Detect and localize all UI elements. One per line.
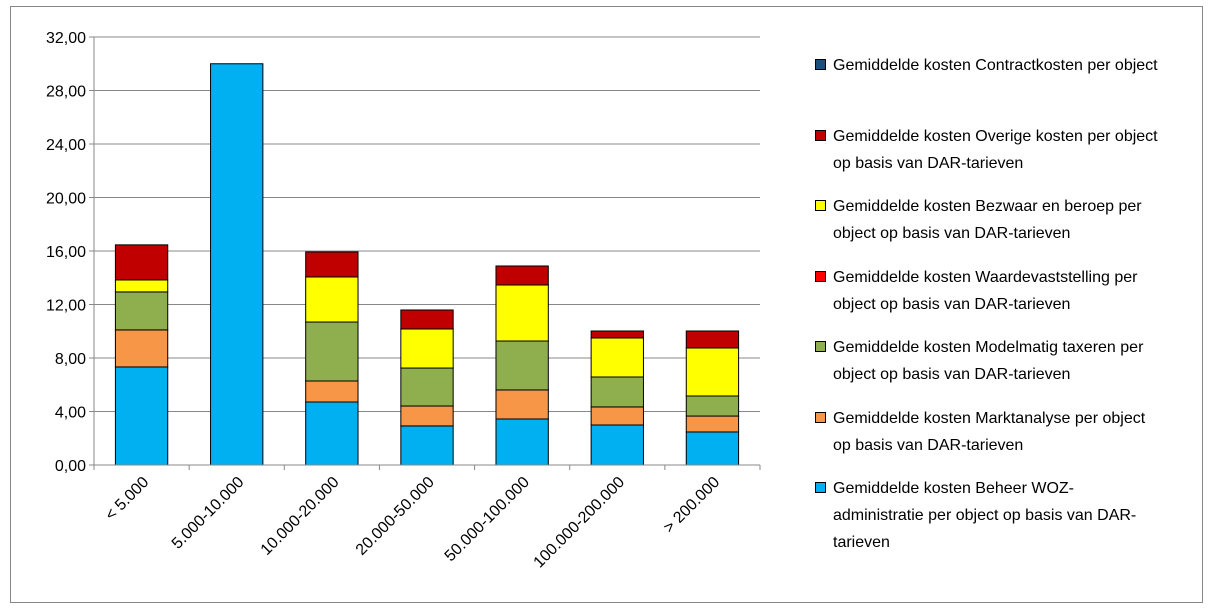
- legend-item: Gemiddelde kosten Overige kosten per obj…: [815, 123, 1175, 194]
- x-tick-label: > 200.000: [661, 474, 724, 537]
- bar-segment: [305, 401, 359, 466]
- y-tick-label: 4,00: [55, 405, 86, 422]
- y-tick-label: 0,00: [55, 458, 86, 475]
- bar-segment: [495, 340, 549, 391]
- bar-segment: [590, 376, 644, 408]
- y-tick-label: 20,00: [46, 191, 86, 208]
- bar-segment: [114, 244, 169, 281]
- legend-item: Gemiddelde kosten Beheer WOZ-administrat…: [815, 475, 1175, 551]
- chart-border: [10, 6, 1203, 603]
- legend-swatch: [815, 200, 826, 211]
- legend-label: Gemiddelde kosten Beheer WOZ-administrat…: [833, 480, 1137, 551]
- y-tick-label: 32,00: [46, 30, 86, 47]
- legend-swatch: [815, 270, 826, 282]
- bar-segment: [590, 330, 644, 339]
- y-tick-label: 12,00: [46, 298, 86, 315]
- bar-segment: [114, 279, 169, 293]
- bar-segment: [400, 367, 454, 407]
- legend-label: Gemiddelde kosten Waardevaststelling per…: [833, 268, 1138, 313]
- bar-segment: [685, 431, 740, 466]
- bar-segment: [114, 329, 169, 368]
- bar-segment: [685, 347, 740, 397]
- y-tick-label: 8,00: [55, 351, 86, 368]
- bar-segment: [590, 337, 644, 378]
- bar-segment: [400, 328, 454, 369]
- y-tick-label: 28,00: [46, 84, 86, 101]
- bar-segment: [305, 321, 359, 382]
- bar-segment: [114, 366, 169, 466]
- bar-segment: [685, 415, 740, 433]
- x-tick-label: 100.000-200.000: [531, 474, 629, 572]
- bar-segment: [495, 418, 549, 466]
- legend-item: Gemiddelde kosten Waardevaststelling per…: [815, 264, 1175, 335]
- legend-label: Gemiddelde kosten Modelmatig taxeren per…: [833, 339, 1144, 383]
- bar-segment: [210, 63, 264, 466]
- bar-segment: [590, 424, 644, 466]
- bar-segment: [305, 251, 359, 278]
- legend-swatch: [815, 129, 826, 141]
- y-tick-label: 24,00: [46, 137, 86, 154]
- legend-item: Gemiddelde kosten Bezwaar en beroep per …: [815, 193, 1175, 264]
- legend-swatch: [815, 59, 826, 70]
- legend-item: Gemiddelde kosten Modelmatig taxeren per…: [815, 334, 1175, 405]
- legend-swatch: [815, 341, 826, 352]
- bar-segment: [685, 330, 740, 349]
- y-tick-label: 16,00: [46, 244, 86, 261]
- legend-label: Gemiddelde kosten Overige kosten per obj…: [833, 127, 1158, 172]
- bar-segment: [305, 276, 359, 323]
- legend-swatch: [815, 411, 826, 423]
- bar-segment: [590, 406, 644, 426]
- legend-label: Gemiddelde kosten Contractkosten per obj…: [833, 57, 1158, 74]
- legend-label: Gemiddelde kosten Marktanalyse per objec…: [833, 409, 1146, 454]
- x-tick-label: 10.000-20.000: [258, 474, 343, 559]
- bar-segment: [400, 405, 454, 427]
- x-tick-label: 20.000-50.000: [353, 474, 438, 559]
- bar-segment: [400, 309, 454, 330]
- bar-segment: [400, 425, 454, 466]
- bar-segment: [685, 395, 740, 417]
- x-tick-label: < 5.000: [102, 474, 152, 524]
- x-tick-label: 50.000-100.000: [442, 474, 533, 565]
- legend-label: Gemiddelde kosten Bezwaar en beroep per …: [833, 198, 1142, 242]
- bar-segment: [495, 389, 549, 420]
- legend-item: Gemiddelde kosten Marktanalyse per objec…: [815, 405, 1175, 476]
- bar-segment: [305, 380, 359, 403]
- legend: Gemiddelde kosten Contractkosten per obj…: [815, 52, 1175, 551]
- bar-segment: [495, 284, 549, 342]
- bar-segment: [114, 291, 169, 331]
- x-tick-label: 5.000-10.000: [169, 474, 248, 553]
- legend-swatch: [815, 482, 826, 493]
- bar-segment: [495, 265, 549, 286]
- legend-item: Gemiddelde kosten Contractkosten per obj…: [815, 52, 1175, 123]
